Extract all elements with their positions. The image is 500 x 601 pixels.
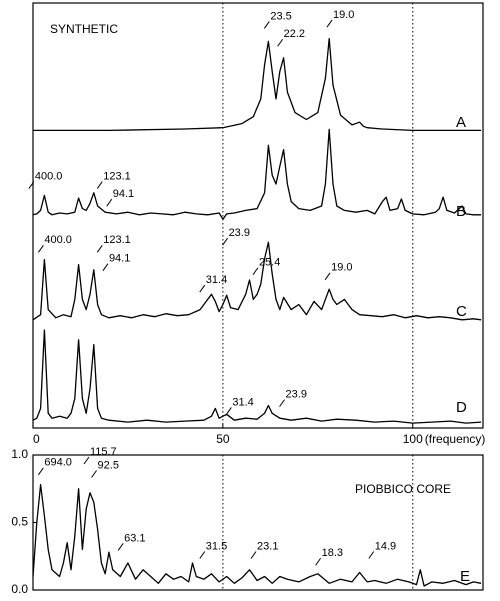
y-tick-label: 0.0 [11, 582, 28, 596]
annotation: 123.1 [103, 171, 131, 183]
spectrum-line [32, 484, 482, 587]
annotation: 14.9 [375, 540, 396, 552]
annotation-leader [37, 467, 44, 476]
annotation-leader [117, 543, 124, 551]
panel-letter: E [460, 568, 470, 585]
annotation: 31.4 [232, 396, 253, 408]
annotation-leader [277, 38, 284, 47]
panel-letter: D [456, 399, 467, 416]
annotation: 94.1 [113, 188, 134, 200]
annotation-leader [96, 181, 103, 189]
panel-frame [32, 2, 484, 429]
annotation: 23.1 [257, 540, 278, 552]
panel-frame [32, 454, 484, 591]
spectrum-line [32, 241, 482, 321]
x-axis-label: (frequency) [425, 432, 486, 446]
annotation: 23.5 [270, 10, 291, 22]
spectrum-line [32, 128, 482, 220]
annotation: 23.9 [229, 227, 250, 239]
annotation-leader [315, 557, 322, 566]
annotation-leader [222, 237, 228, 246]
annotation-leader [106, 198, 113, 207]
annotation: 18.3 [322, 547, 343, 559]
panel-letter: C [456, 303, 467, 320]
annotation-leader [263, 21, 270, 29]
annotation-leader [199, 551, 206, 559]
annotation-leader [279, 399, 285, 407]
annotation-leader [199, 284, 206, 293]
annotation: 94.1 [109, 253, 130, 265]
annotation: 19.0 [331, 262, 352, 274]
annotation-leader [96, 245, 103, 253]
x-tick-label: 100 [403, 432, 423, 446]
panel-title: SYNTHETIC [50, 22, 118, 36]
annotation-leader [102, 263, 109, 271]
panel-letter: A [456, 114, 466, 131]
x-tick-label: 50 [216, 432, 230, 446]
annotation: 23.9 [286, 389, 307, 401]
annotation: 31.4 [206, 274, 227, 286]
y-tick-label: 0.5 [11, 515, 28, 529]
annotation-leader [252, 267, 259, 276]
annotation-leader [250, 551, 257, 559]
annotation: 115.7 [90, 446, 117, 458]
annotation: 694.0 [44, 457, 72, 469]
annotation-leader [83, 456, 90, 465]
panel-title: PIOBBICO CORE [355, 482, 451, 496]
annotation-leader [324, 272, 331, 281]
annotation: 63.1 [124, 532, 145, 544]
annotation: 25.4 [259, 257, 280, 269]
annotation: 22.2 [284, 28, 305, 40]
y-tick-label: 1.0 [11, 447, 28, 461]
annotation: 400.0 [35, 171, 63, 183]
annotation-leader [28, 181, 35, 189]
spectrum-line [33, 37, 482, 132]
panel-letter: B [456, 203, 466, 220]
spectrum-line [32, 329, 482, 424]
annotation-leader [326, 19, 333, 28]
annotation: 400.0 [44, 234, 72, 246]
annotation-leader [91, 470, 97, 478]
annotation: 19.0 [333, 9, 354, 21]
annotation: 31.5 [206, 540, 227, 552]
annotation: 123.1 [103, 234, 131, 246]
x-tick-label: 0 [33, 432, 40, 446]
annotation-leader [368, 551, 375, 559]
annotation-leader [37, 245, 44, 253]
annotation: 92.5 [98, 459, 119, 471]
annotation-leader [225, 407, 232, 415]
